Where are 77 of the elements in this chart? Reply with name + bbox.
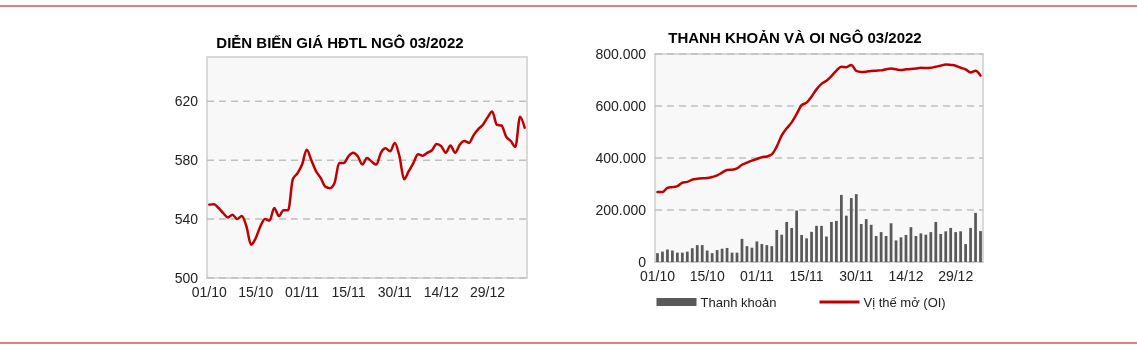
bar [934,221,938,262]
bar [924,234,928,262]
bar [785,221,789,262]
bar [939,233,943,262]
bar [810,231,813,262]
y-tick-label: 0 [638,254,647,270]
x-tick-label: 01/10 [191,284,228,300]
legend-label: Thanh khoản [700,295,777,310]
bar [656,253,659,262]
bar [854,194,858,262]
y-tick-label: 200.000 [595,202,647,218]
bar [864,219,868,262]
bar [840,194,843,262]
bar [869,224,873,262]
x-tick-label: 29/12 [938,268,974,284]
bar [820,225,823,262]
x-tick-label: 15/11 [331,284,366,300]
bar [770,246,774,262]
bar [676,252,679,262]
bar [825,236,828,262]
x-tick-label: 01/11 [739,268,775,284]
x-tick-label: 15/10 [689,268,725,284]
chart-title: DIỄN BIẾN GIÁ HĐTL NGÔ 03/2022 [216,34,464,51]
bar [695,245,699,262]
bar [974,212,977,262]
y-tick-label: 400.000 [595,150,647,166]
x-tick-label: 30/11 [377,284,413,300]
bar [685,251,689,262]
bar [805,238,808,262]
bar [815,225,818,262]
bar [874,236,878,262]
y-tick-label: 620 [174,93,199,110]
x-tick-label: 15/11 [789,268,824,284]
x-tick-label: 01/10 [639,268,676,284]
x-tick-label: 15/10 [238,284,274,300]
bar [959,231,962,262]
y-tick-label: 500 [174,270,199,286]
bar [835,220,838,262]
bar [790,227,794,262]
bar [954,232,958,262]
x-tick-label: 14/12 [423,284,459,300]
bar [800,234,803,262]
bar [671,250,674,262]
bar [849,198,853,262]
bar [710,253,714,262]
bar [680,252,684,262]
bar [690,248,694,262]
legend-label: Vị thế mở (OI) [863,295,946,310]
bar [944,231,948,262]
bar [795,210,798,262]
bar [775,230,779,262]
bar [705,250,709,262]
y-tick-label: 540 [174,211,199,228]
bar [830,221,833,262]
x-tick-label: 29/12 [470,284,506,300]
bar [780,234,784,262]
x-tick-label: 14/12 [888,268,924,284]
chart-title: THANH KHOẢN VÀ OI NGÔ 03/2022 [668,29,922,46]
x-tick-label: 01/11 [285,284,320,300]
y-tick-label: 800.000 [595,46,647,62]
bar [949,227,953,262]
y-tick-label: 600.000 [595,98,647,114]
bar [760,244,764,262]
bar [929,232,933,262]
bar [765,245,769,262]
bar [969,227,972,262]
bar [661,251,664,262]
bar [700,245,704,262]
bar [964,244,967,262]
line-series [208,110,526,246]
x-tick-label: 30/11 [839,268,874,284]
bar [666,249,669,262]
bar [844,215,848,262]
bar [859,224,863,262]
bar [979,231,982,262]
line-series [656,63,982,194]
y-tick-label: 580 [174,152,199,169]
